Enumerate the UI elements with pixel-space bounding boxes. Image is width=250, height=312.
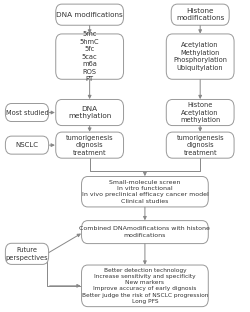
FancyBboxPatch shape — [166, 132, 234, 158]
Text: Future
perspectives: Future perspectives — [6, 247, 48, 261]
FancyBboxPatch shape — [6, 243, 48, 264]
Text: tumorigenesis
dignosis
treatment: tumorigenesis dignosis treatment — [66, 135, 114, 156]
FancyBboxPatch shape — [56, 100, 124, 125]
FancyBboxPatch shape — [82, 265, 208, 307]
FancyBboxPatch shape — [6, 104, 48, 121]
Text: tumorigenesis
dignosis
treatment: tumorigenesis dignosis treatment — [176, 135, 224, 156]
Text: 5mc
5hmC
5fc
5cac
m6a
ROS
PT: 5mc 5hmC 5fc 5cac m6a ROS PT — [80, 31, 100, 82]
Text: DNA modifications: DNA modifications — [56, 12, 123, 18]
FancyBboxPatch shape — [56, 132, 124, 158]
Text: Combined DNAmodifications with histone
modifications: Combined DNAmodifications with histone m… — [80, 227, 210, 238]
FancyBboxPatch shape — [171, 4, 229, 25]
Text: Small-molecule screen
In vitro functional
In vivo preclinical efficacy cancer mo: Small-molecule screen In vitro functiona… — [82, 180, 208, 203]
Text: Histone
Acetylation
methylation: Histone Acetylation methylation — [180, 102, 220, 123]
Text: Better detection technology
Increase sensitivity and specificity
New markers
Imp: Better detection technology Increase sen… — [82, 268, 208, 304]
FancyBboxPatch shape — [82, 221, 208, 244]
Text: DNA
methylation: DNA methylation — [68, 106, 111, 119]
FancyBboxPatch shape — [56, 34, 124, 79]
Text: Most studied: Most studied — [6, 110, 48, 115]
FancyBboxPatch shape — [166, 100, 234, 125]
FancyBboxPatch shape — [56, 4, 124, 25]
FancyBboxPatch shape — [6, 136, 48, 154]
FancyBboxPatch shape — [82, 177, 208, 207]
Text: NSCLC: NSCLC — [16, 142, 38, 148]
FancyBboxPatch shape — [166, 34, 234, 79]
Text: Acetylation
Methylation
Phosphorylation
Ubiquitylation: Acetylation Methylation Phosphorylation … — [173, 42, 227, 71]
Text: Histone
modifications: Histone modifications — [176, 8, 224, 22]
